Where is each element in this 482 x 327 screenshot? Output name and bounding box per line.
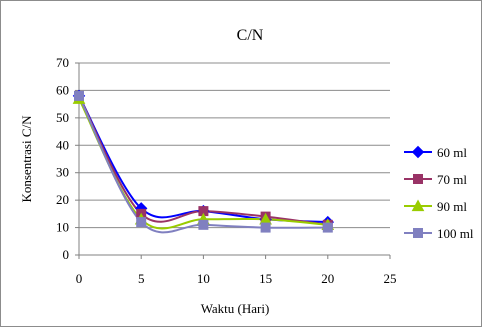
y-tick-label: 0	[63, 247, 70, 262]
chart-title: C/N	[237, 27, 264, 44]
legend-label: 60 ml	[437, 145, 467, 160]
y-tick-label: 30	[56, 165, 69, 180]
legend-marker	[411, 145, 425, 159]
series-line-1	[78, 95, 328, 226]
x-tick-label: 5	[138, 271, 145, 286]
legend-label: 90 ml	[437, 199, 467, 214]
legend-label: 100 ml	[437, 226, 474, 241]
y-axis-label: Konsentrasi C/N	[19, 115, 34, 203]
y-tick-label: 40	[56, 137, 69, 152]
x-tick-label: 10	[197, 271, 210, 286]
series-line-3	[78, 95, 328, 234]
data-point	[322, 222, 333, 233]
y-tick-label: 10	[56, 220, 69, 235]
x-tick-label: 25	[384, 271, 397, 286]
y-tick-label: 20	[56, 192, 69, 207]
x-axis-label: Waktu (Hari)	[201, 301, 270, 316]
y-tick-label: 50	[56, 110, 69, 125]
x-tick-label: 0	[76, 271, 83, 286]
x-tick-label: 15	[259, 271, 272, 286]
legend-label: 70 ml	[437, 172, 467, 187]
data-point	[260, 222, 271, 233]
y-tick-label: 60	[56, 82, 69, 97]
legend-marker	[411, 199, 425, 212]
y-tick-label: 70	[56, 55, 69, 70]
legend-marker	[413, 228, 423, 238]
legend-marker	[413, 174, 423, 184]
series-line-0	[78, 95, 328, 224]
data-point	[136, 217, 147, 228]
data-point	[198, 219, 209, 230]
data-point	[74, 90, 84, 101]
x-tick-label: 20	[321, 271, 334, 286]
